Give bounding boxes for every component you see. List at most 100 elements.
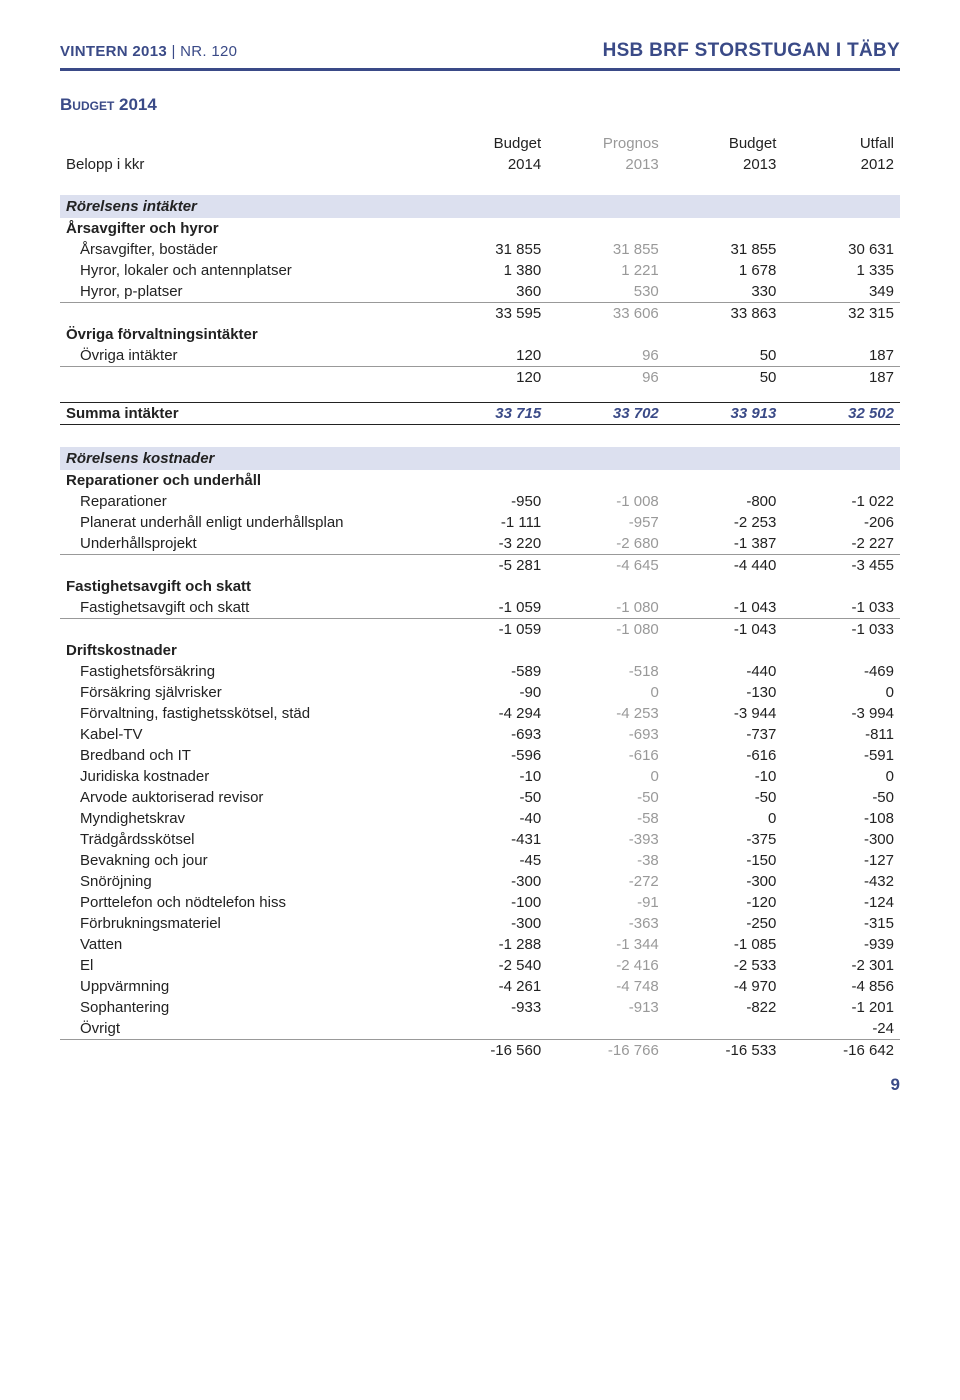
group-1-0-c2 (547, 470, 665, 491)
row-1-0-0-label: Reparationer (60, 491, 430, 512)
row-1-2-3-label: Kabel-TV (60, 724, 430, 745)
row-0-0-1-label: Hyror, lokaler och antennplatser (60, 260, 430, 281)
subtotal-0-0-label (60, 303, 430, 325)
group-0-1-label: Övriga förvaltningsintäkter (60, 324, 430, 345)
row-1-0-1-c4: -206 (782, 512, 900, 533)
group-0-1-c3 (665, 324, 783, 345)
row-1-0-2-c3: -1 387 (665, 533, 783, 555)
row-0-1-0-c3: 50 (665, 345, 783, 367)
row-1-2-15-label: Uppvärmning (60, 976, 430, 997)
row-1-0-2-c1: -3 220 (430, 533, 548, 555)
row-1-2-17-label: Övrigt (60, 1018, 430, 1040)
row-1-2-3-c2: -693 (547, 724, 665, 745)
row-1-2-17-c4: -24 (782, 1018, 900, 1040)
row-1-2-12-c1: -300 (430, 913, 548, 934)
subtotal-1-0-c1: -5 281 (430, 555, 548, 577)
subtotal-0-1-c4: 187 (782, 367, 900, 389)
row-1-2-10-c1: -300 (430, 871, 548, 892)
row-1-1-0-c4: -1 033 (782, 597, 900, 619)
row-1-2-6-c1: -50 (430, 787, 548, 808)
row-0-0-1-c2: 1 221 (547, 260, 665, 281)
row-0-0-0-c1: 31 855 (430, 239, 548, 260)
row-0-0-2-c3: 330 (665, 281, 783, 303)
row-1-2-17-c3 (665, 1018, 783, 1040)
group-0-0-c2 (547, 218, 665, 239)
row-1-0-0-c4: -1 022 (782, 491, 900, 512)
section-head: Rörelsens intäkter (60, 195, 900, 218)
col-header-c2: Prognos (547, 133, 665, 154)
row-0-1-0-c1: 120 (430, 345, 548, 367)
subtotal-0-1-c2: 96 (547, 367, 665, 389)
row-1-2-6-label: Arvode auktoriserad revisor (60, 787, 430, 808)
row-1-2-0-label: Fastighetsförsäkring (60, 661, 430, 682)
row-1-2-14-label: El (60, 955, 430, 976)
row-1-2-9-c4: -127 (782, 850, 900, 871)
row-1-2-6-c4: -50 (782, 787, 900, 808)
group-1-1-label: Fastighetsavgift och skatt (60, 576, 430, 597)
page-header: VINTERN 2013 | NR. 120 HSB BRF STORSTUGA… (60, 40, 900, 71)
subtotal-1-2-c1: -16 560 (430, 1040, 548, 1062)
row-0-0-0-c3: 31 855 (665, 239, 783, 260)
subtotal-1-1-c2: -1 080 (547, 619, 665, 641)
subtotal-0-0-c4: 32 315 (782, 303, 900, 325)
row-1-1-0-c3: -1 043 (665, 597, 783, 619)
section-head: Rörelsens kostnader (60, 447, 900, 470)
header-left-suffix: NR. 120 (180, 43, 237, 60)
group-0-0-label: Årsavgifter och hyror (60, 218, 430, 239)
subtotal-0-1-label (60, 367, 430, 389)
row-1-2-0-c1: -589 (430, 661, 548, 682)
group-0-1-c2 (547, 324, 665, 345)
row-0-0-2-c2: 530 (547, 281, 665, 303)
row-1-2-12-c3: -250 (665, 913, 783, 934)
row-1-0-1-c1: -1 111 (430, 512, 548, 533)
row-1-0-1-c2: -957 (547, 512, 665, 533)
subtotal-0-1-c1: 120 (430, 367, 548, 389)
total-0-c2: 33 702 (547, 403, 665, 425)
col-header-label (60, 133, 430, 154)
subtotal-1-1-c1: -1 059 (430, 619, 548, 641)
group-1-1-c3 (665, 576, 783, 597)
row-1-2-11-c1: -100 (430, 892, 548, 913)
group-1-1-c1 (430, 576, 548, 597)
row-1-2-8-c2: -393 (547, 829, 665, 850)
col-year-c1: 2014 (430, 154, 548, 181)
row-1-2-4-c3: -616 (665, 745, 783, 766)
row-1-2-0-c3: -440 (665, 661, 783, 682)
subtotal-1-2-c2: -16 766 (547, 1040, 665, 1062)
row-1-2-6-c3: -50 (665, 787, 783, 808)
group-1-0-c3 (665, 470, 783, 491)
section-title: Budget 2014 (60, 95, 900, 115)
row-0-0-0-c4: 30 631 (782, 239, 900, 260)
total-0-c1: 33 715 (430, 403, 548, 425)
group-1-2-c1 (430, 640, 548, 661)
row-1-2-13-c1: -1 288 (430, 934, 548, 955)
row-1-0-0-c2: -1 008 (547, 491, 665, 512)
group-1-0-c4 (782, 470, 900, 491)
group-1-1-c2 (547, 576, 665, 597)
total-0-label: Summa intäkter (60, 403, 430, 425)
row-1-2-5-c2: 0 (547, 766, 665, 787)
group-0-0-c3 (665, 218, 783, 239)
total-0-c3: 33 913 (665, 403, 783, 425)
row-1-2-1-c2: 0 (547, 682, 665, 703)
row-0-0-1-c3: 1 678 (665, 260, 783, 281)
col-header-c3: Budget (665, 133, 783, 154)
row-1-2-12-label: Förbrukningsmateriel (60, 913, 430, 934)
subtotal-0-1-c3: 50 (665, 367, 783, 389)
row-1-0-0-c1: -950 (430, 491, 548, 512)
row-1-2-10-c4: -432 (782, 871, 900, 892)
row-1-0-1-label: Planerat underhåll enligt underhållsplan (60, 512, 430, 533)
page-number: 9 (60, 1075, 900, 1095)
row-1-2-16-c1: -933 (430, 997, 548, 1018)
row-1-2-0-c4: -469 (782, 661, 900, 682)
row-1-0-2-label: Underhållsprojekt (60, 533, 430, 555)
row-1-2-11-label: Porttelefon och nödtelefon hiss (60, 892, 430, 913)
subtotal-0-0-c3: 33 863 (665, 303, 783, 325)
row-1-2-9-c1: -45 (430, 850, 548, 871)
row-1-2-12-c4: -315 (782, 913, 900, 934)
row-1-0-0-c3: -800 (665, 491, 783, 512)
col-year-c2: 2013 (547, 154, 665, 181)
row-0-0-1-c4: 1 335 (782, 260, 900, 281)
row-1-2-10-c2: -272 (547, 871, 665, 892)
row-1-2-7-c1: -40 (430, 808, 548, 829)
